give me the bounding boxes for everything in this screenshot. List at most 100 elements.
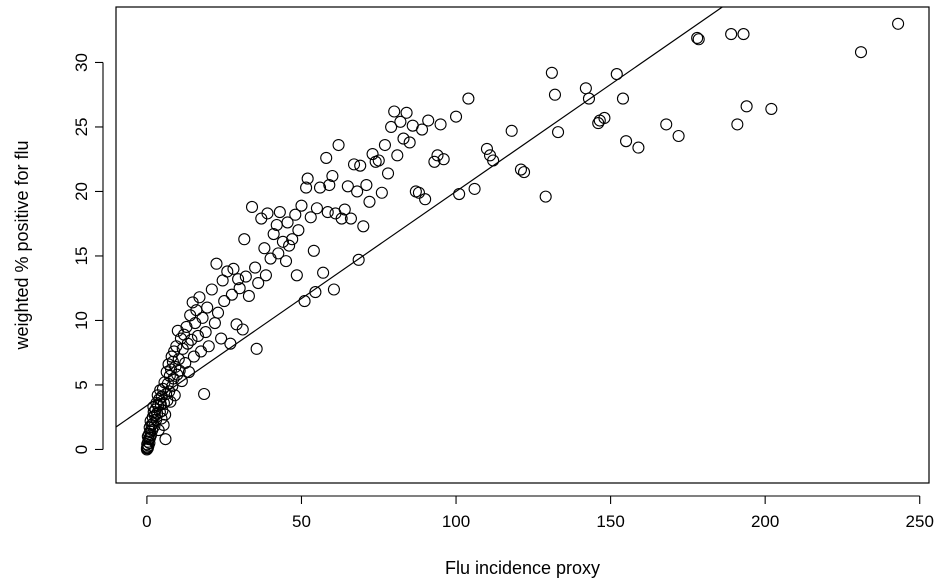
data-point [310, 202, 323, 215]
data-point [180, 320, 193, 333]
data-point [372, 154, 385, 167]
data-point [283, 239, 296, 252]
data-point [201, 301, 214, 314]
y-tick-label: 20 [72, 182, 91, 201]
data-point [351, 185, 364, 198]
data-point [198, 387, 211, 401]
data-point [381, 167, 395, 180]
data-point [854, 46, 868, 59]
data-point [307, 244, 320, 257]
data-point [261, 207, 274, 220]
data-point [551, 126, 565, 139]
data-point [236, 323, 249, 336]
data-point [725, 28, 738, 41]
data-point [468, 182, 481, 195]
data-point [155, 412, 168, 425]
data-point [332, 138, 345, 152]
x-tick-label: 200 [751, 512, 779, 531]
data-point [737, 28, 750, 41]
data-point [672, 129, 685, 143]
data-point [199, 326, 212, 339]
data-point [437, 153, 450, 166]
data-point [360, 178, 373, 192]
data-points [140, 17, 905, 456]
data-point [166, 380, 179, 393]
x-axis-label: Flu incidence proxy [445, 558, 600, 578]
data-point [892, 17, 905, 30]
data-point [415, 123, 429, 136]
data-point [289, 208, 302, 221]
data-point [208, 316, 221, 330]
data-point [616, 92, 630, 105]
data-point [422, 114, 435, 127]
fit-line [115, 6, 723, 428]
data-point [196, 311, 209, 324]
data-point [159, 433, 172, 446]
data-point [300, 181, 313, 194]
y-tick-label: 5 [72, 380, 91, 389]
data-point [227, 262, 240, 275]
data-point [352, 253, 365, 266]
data-point [412, 186, 425, 199]
data-point [194, 345, 208, 358]
data-point [304, 211, 317, 224]
data-point [264, 252, 277, 265]
data-point [338, 203, 351, 216]
data-point [292, 224, 305, 237]
data-point [232, 273, 245, 286]
data-point [579, 82, 592, 95]
data-point [388, 105, 401, 118]
data-point [295, 199, 308, 212]
data-point [582, 92, 596, 105]
data-point [731, 118, 744, 131]
data-point [545, 66, 558, 79]
data-point [281, 216, 294, 229]
data-point [354, 159, 367, 172]
data-point [341, 180, 354, 193]
data-point [221, 265, 234, 278]
data-point [250, 342, 263, 355]
data-point [692, 33, 705, 46]
data-point [164, 395, 177, 408]
x-tick-label: 100 [442, 512, 470, 531]
data-point [156, 404, 169, 417]
data-point [171, 368, 184, 381]
y-tick-label: 0 [72, 445, 91, 454]
data-point [403, 136, 416, 149]
data-point [344, 212, 357, 225]
data-point [185, 333, 198, 346]
data-point [202, 340, 215, 353]
y-tick-label: 30 [72, 53, 91, 72]
data-point [347, 158, 361, 171]
data-point [245, 200, 259, 213]
data-point [400, 106, 413, 119]
data-point [375, 186, 388, 199]
data-point [366, 148, 379, 161]
data-point [210, 257, 223, 270]
data-point [378, 138, 391, 152]
data-point [598, 111, 611, 124]
data-point [740, 100, 753, 113]
data-point [765, 102, 778, 115]
data-point [391, 149, 404, 162]
data-point [143, 436, 156, 450]
data-point [187, 350, 200, 363]
data-point [385, 120, 398, 134]
data-point [298, 295, 311, 308]
data-point [449, 110, 463, 123]
y-tick-label: 15 [72, 247, 91, 266]
data-point [397, 132, 410, 145]
y-tick-label: 10 [72, 311, 91, 330]
data-point [175, 375, 188, 388]
data-point [363, 195, 376, 208]
data-point [357, 220, 370, 233]
data-point [632, 141, 645, 154]
data-point [286, 233, 299, 246]
data-point [279, 255, 293, 268]
data-point [273, 206, 286, 219]
data-point [189, 316, 202, 330]
data-point [242, 289, 255, 303]
data-point [249, 261, 262, 274]
data-point [431, 149, 444, 162]
data-point [167, 372, 180, 385]
